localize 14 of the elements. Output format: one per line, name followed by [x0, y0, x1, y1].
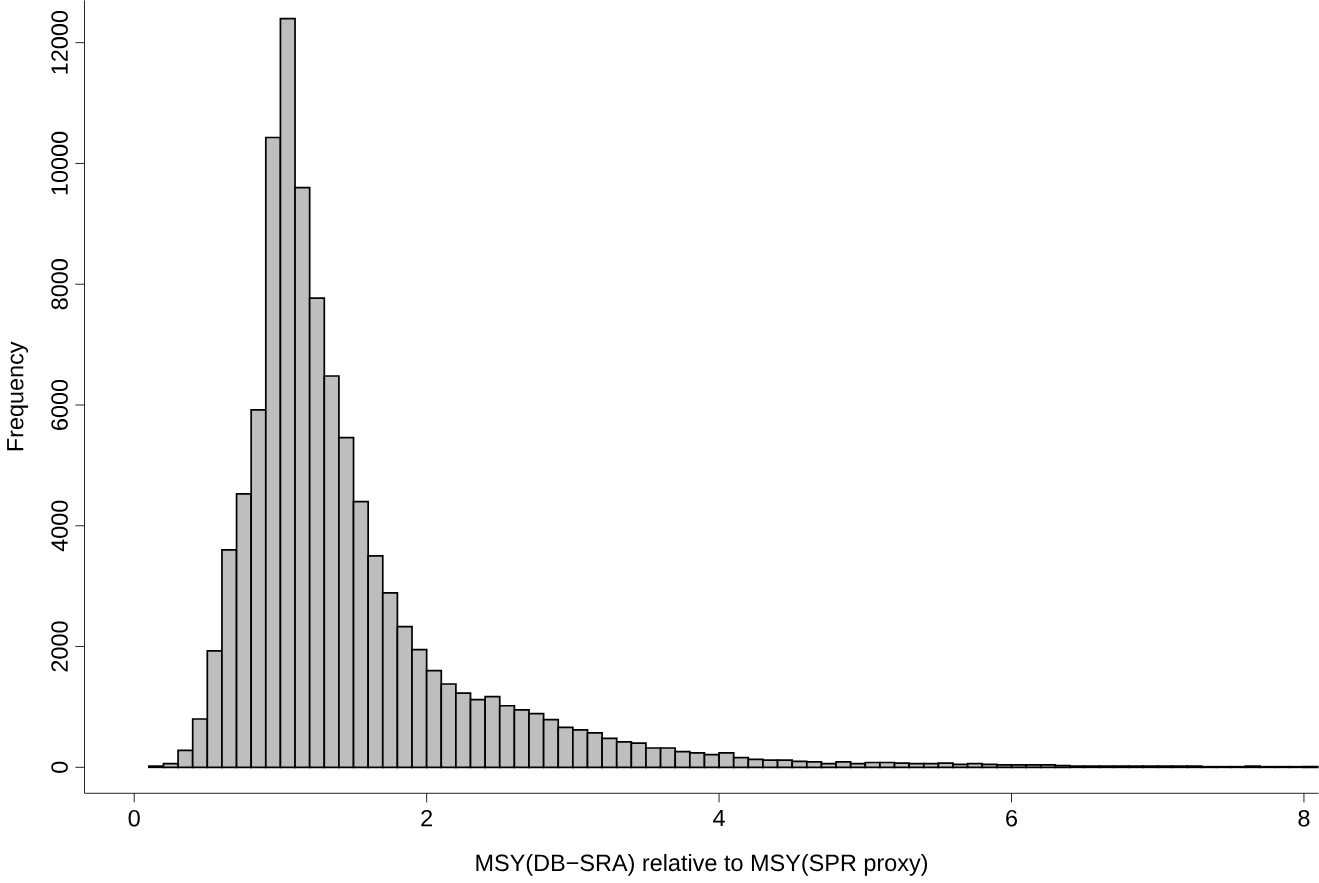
y-tick-label: 8000 [51, 259, 68, 310]
y-tick-label: 10000 [51, 131, 68, 195]
y-axis-title: Frequency [7, 341, 29, 451]
x-tick-label: 6 [1006, 809, 1017, 827]
y-tick-label: 12000 [51, 11, 68, 74]
x-tick-label: 4 [713, 809, 725, 827]
x-tick-label: 2 [421, 809, 432, 827]
y-tick-label: 0 [51, 761, 68, 773]
y-tick-label: 2000 [51, 621, 68, 672]
x-axis-title: MSY(DB−SRA) relative to MSY(SPR proxy) [476, 853, 928, 876]
x-tick-label: 8 [1298, 809, 1310, 827]
x-tick-label: 0 [128, 809, 140, 827]
y-tick-label: 4000 [51, 500, 68, 552]
y-tick-label: 6000 [51, 379, 68, 430]
